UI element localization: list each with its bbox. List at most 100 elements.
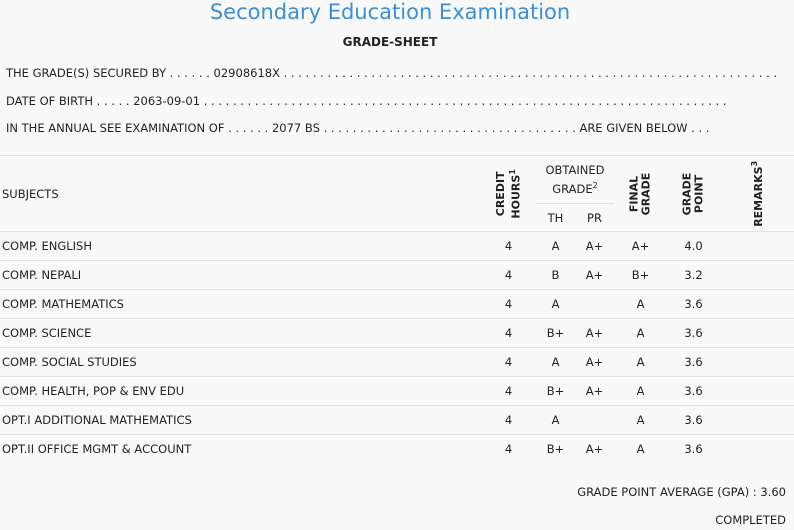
pr-grade-cell: A+ xyxy=(575,260,614,290)
symbol-number: 02908618X xyxy=(213,66,280,80)
header-credit-line2: HOURS xyxy=(509,174,523,219)
header-remarks: REMARKS3 xyxy=(720,155,794,232)
grade-point-cell: 3.6 xyxy=(667,376,720,406)
header-grade-point-label: GRADE POINT xyxy=(680,172,706,215)
subject-cell: COMP. HEALTH, POP & ENV EDU xyxy=(0,376,481,406)
header-credit-line1: CREDIT xyxy=(493,171,507,216)
final-grade-cell: A xyxy=(614,347,667,377)
subject-cell: COMP. ENGLISH xyxy=(0,231,481,261)
th-grade-cell: A xyxy=(536,347,575,377)
final-grade-cell: B+ xyxy=(614,260,667,290)
date-of-birth: 2063-09-01 xyxy=(133,94,201,108)
header-pr: PR xyxy=(575,203,614,232)
footnote-1: 1 xyxy=(507,168,517,175)
exam-year: 2077 BS xyxy=(271,121,320,135)
dot-leader: . . . . . xyxy=(96,94,134,108)
dot-leader: . . . . . . . . . . . . . . . . . . . . … xyxy=(203,94,727,108)
grade-point-cell: 3.6 xyxy=(667,434,720,464)
subject-cell: COMP. SCIENCE xyxy=(0,318,481,348)
header-final-line2: GRADE xyxy=(639,172,653,215)
header-obtained-line2: GRADE xyxy=(552,181,593,196)
info-line-dob: DATE OF BIRTH . . . . . 2063-09-01 . . .… xyxy=(6,94,726,108)
table-subheader-row: TH PR xyxy=(0,203,794,232)
grade-point-cell: 3.6 xyxy=(667,405,720,435)
pr-grade-cell xyxy=(575,289,614,319)
gpa-value: 3.60 xyxy=(760,485,786,499)
header-credit-hours-label: CREDIT HOURS1 xyxy=(493,168,523,219)
final-grade-cell: A xyxy=(614,434,667,464)
remarks-cell xyxy=(720,260,794,290)
remarks-cell xyxy=(720,231,794,261)
grade-point-cell: 3.6 xyxy=(667,318,720,348)
th-grade-cell: B+ xyxy=(536,434,575,464)
final-grade-cell: A xyxy=(614,376,667,406)
table-row: COMP. SCIENCE 4 B+ A+ A 3.6 xyxy=(0,318,794,348)
grade-point-cell: 4.0 xyxy=(667,231,720,261)
pr-grade-cell xyxy=(575,405,614,435)
grade-point-cell: 3.6 xyxy=(667,347,720,377)
header-final-grade: FINAL GRADE xyxy=(614,155,667,232)
credit-hours-cell: 4 xyxy=(481,434,536,464)
remarks-cell xyxy=(720,376,794,406)
footnote-2: 2 xyxy=(592,181,598,191)
info-line-exam: IN THE ANNUAL SEE EXAMINATION OF . . . .… xyxy=(6,121,709,135)
grade-rows: COMP. ENGLISH 4 A A+ A+ 4.0 COMP. NEPALI 4 B A+ B+… xyxy=(0,231,794,464)
info-label-exam: IN THE ANNUAL SEE EXAMINATION OF xyxy=(6,121,225,135)
info-suffix: ARE GIVEN BELOW . . . xyxy=(579,121,710,135)
remarks-cell xyxy=(720,289,794,319)
pr-grade-cell: A+ xyxy=(575,231,614,261)
th-grade-cell: B+ xyxy=(536,318,575,348)
final-grade-cell: A xyxy=(614,318,667,348)
page-subtitle: GRADE-SHEET xyxy=(342,35,438,49)
info-line-candidate: THE GRADE(S) SECURED BY . . . . . . 0290… xyxy=(6,66,777,80)
header-obtained-line1: OBTAINED xyxy=(545,163,605,178)
grade-point-cell: 3.6 xyxy=(667,289,720,319)
final-grade-cell: A xyxy=(614,289,667,319)
th-grade-cell: A xyxy=(536,231,575,261)
grade-point-cell: 3.2 xyxy=(667,260,720,290)
credit-hours-cell: 4 xyxy=(481,260,536,290)
th-grade-cell: B+ xyxy=(536,376,575,406)
grade-table: SUBJECTS CREDIT HOURS1 OBTAINED GRADE2 FI… xyxy=(0,155,794,464)
header-gp-line2: POINT xyxy=(692,174,706,213)
table-row: COMP. NEPALI 4 B A+ B+ 3.2 xyxy=(0,260,794,290)
final-grade-cell: A xyxy=(614,405,667,435)
page-title: Secondary Education Examination xyxy=(209,0,571,24)
header-subjects: SUBJECTS xyxy=(0,155,481,232)
subject-cell: OPT.I ADDITIONAL MATHEMATICS xyxy=(0,405,481,435)
table-row: OPT.II OFFICE MGMT & ACCOUNT 4 B+ A+ A 3.6 xyxy=(0,434,794,464)
table-header-row: SUBJECTS CREDIT HOURS1 OBTAINED GRADE2 FI… xyxy=(0,155,794,232)
pr-grade-cell: A+ xyxy=(575,434,614,464)
credit-hours-cell: 4 xyxy=(481,405,536,435)
th-grade-cell: B xyxy=(536,260,575,290)
header-grade-point: GRADE POINT xyxy=(667,155,720,232)
header-subjects-label: SUBJECTS xyxy=(2,186,59,201)
final-grade-cell: A+ xyxy=(614,231,667,261)
subject-cell: OPT.II OFFICE MGMT & ACCOUNT xyxy=(0,434,481,464)
credit-hours-cell: 4 xyxy=(481,347,536,377)
dot-leader: . . . . . . xyxy=(228,121,272,135)
pr-grade-cell: A+ xyxy=(575,347,614,377)
gpa-label: GRADE POINT AVERAGE (GPA) : xyxy=(577,485,757,499)
credit-hours-cell: 4 xyxy=(481,318,536,348)
table-row: COMP. ENGLISH 4 A A+ A+ 4.0 xyxy=(0,231,794,261)
header-credit-hours: CREDIT HOURS1 xyxy=(481,155,536,232)
remarks-cell xyxy=(720,405,794,435)
footnote-3: 3 xyxy=(750,160,760,167)
header-obtained-grade: OBTAINED GRADE2 xyxy=(536,155,614,204)
th-grade-cell: A xyxy=(536,289,575,319)
subject-cell: COMP. SOCIAL STUDIES xyxy=(0,347,481,377)
table-row: COMP. HEALTH, POP & ENV EDU 4 B+ A+ A 3.6 xyxy=(0,376,794,406)
header-th: TH xyxy=(536,203,575,232)
pr-grade-cell: A+ xyxy=(575,376,614,406)
remarks-cell xyxy=(720,318,794,348)
credit-hours-cell: 4 xyxy=(481,376,536,406)
th-grade-cell: A xyxy=(536,405,575,435)
dot-leader: . . . . . . . . . . . . . . . . . . . . … xyxy=(323,121,580,135)
header-remarks-text: REMARKS xyxy=(751,166,765,227)
header-final-grade-label: FINAL GRADE xyxy=(627,172,653,215)
header-remarks-label: REMARKS3 xyxy=(749,161,765,227)
credit-hours-cell: 4 xyxy=(481,289,536,319)
remarks-cell xyxy=(720,347,794,377)
credit-hours-cell: 4 xyxy=(481,231,536,261)
